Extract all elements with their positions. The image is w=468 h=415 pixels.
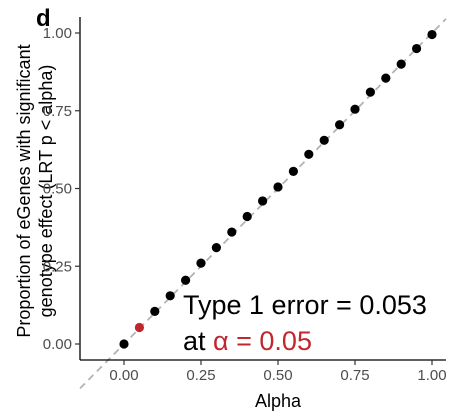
- annotation-alpha-highlight: α = 0.05: [213, 326, 312, 356]
- data-point: [396, 59, 406, 69]
- data-point: [119, 339, 129, 349]
- data-point: [335, 120, 345, 130]
- x-tick-label: 0.00: [109, 367, 138, 384]
- data-point: [365, 87, 375, 97]
- y-tick-label: 0.75: [43, 103, 72, 120]
- panel-letter: d: [36, 5, 51, 32]
- y-tick-label: 0.00: [43, 336, 72, 353]
- highlighted-point: [134, 322, 144, 333]
- x-axis-title: Alpha: [255, 391, 302, 411]
- x-tick-label: 0.75: [340, 367, 369, 384]
- y-tick-label: 0.25: [43, 258, 72, 275]
- data-point: [381, 73, 391, 83]
- data-point: [304, 149, 314, 159]
- data-point: [211, 242, 221, 253]
- data-point: [227, 227, 237, 237]
- data-point: [350, 104, 360, 114]
- y-tick-label: 0.50: [43, 181, 72, 198]
- x-tick-label: 0.50: [263, 367, 292, 384]
- y-axis-title: Proportion of eGenes with significant ge…: [14, 44, 56, 337]
- data-point: [150, 306, 160, 316]
- y-axis: 0.00 0.25 0.50 0.75 1.00: [43, 25, 80, 353]
- data-point: [165, 291, 175, 301]
- data-point: [412, 43, 422, 54]
- y-axis-title-line-1: Proportion of eGenes with significant: [14, 44, 34, 337]
- data-point: [196, 258, 206, 268]
- annotation-line-1: Type 1 error = 0.053: [183, 290, 427, 320]
- x-tick-label: 0.25: [186, 367, 215, 384]
- annotation-line-2-prefix: at: [183, 326, 213, 356]
- data-point: [288, 166, 298, 176]
- y-axis-title-line-2: genotype effect (LRT p < alpha): [36, 65, 56, 318]
- annotation-line-2: at α = 0.05: [183, 326, 312, 356]
- annotation: Type 1 error = 0.053 at α = 0.05: [183, 290, 427, 356]
- x-tick-label: 1.00: [417, 367, 446, 384]
- data-point: [242, 211, 252, 222]
- data-point: [273, 182, 283, 192]
- data-point: [319, 135, 329, 145]
- data-point: [258, 196, 268, 206]
- y-tick-label: 1.00: [43, 25, 72, 42]
- data-points: [119, 29, 437, 349]
- data-point: [427, 29, 437, 40]
- data-point: [181, 275, 191, 285]
- x-axis: 0.00 0.25 0.50 0.75 1.00: [109, 360, 447, 384]
